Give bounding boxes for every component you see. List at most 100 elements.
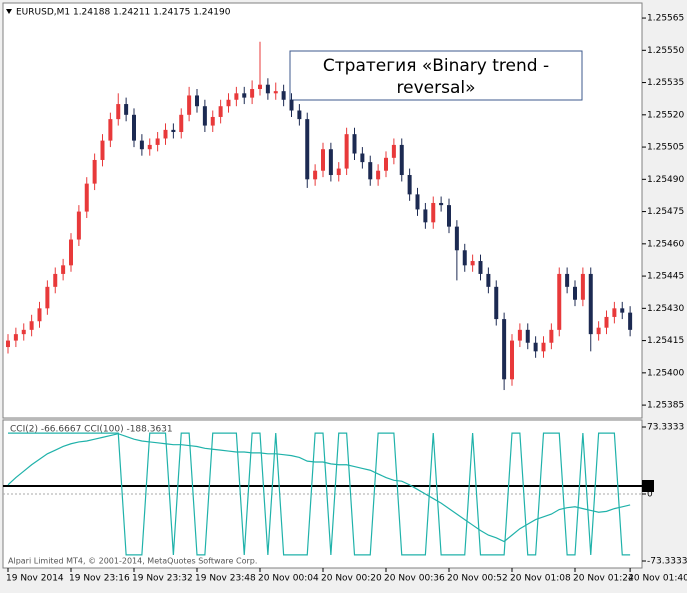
x-tick-label: 20 Nov 01:08 <box>510 574 571 584</box>
candle-body <box>155 138 160 145</box>
candle-body <box>305 119 310 180</box>
candle-body <box>6 340 10 348</box>
chart-title: EURUSD,M1 1.24188 1.24211 1.24175 1.2419… <box>16 8 231 18</box>
candle-body <box>321 149 325 171</box>
candle-body <box>187 95 192 115</box>
candle-body <box>580 273 585 300</box>
candle-body <box>258 84 262 90</box>
copyright: Alpari Limited MT4, © 2001-2014, MetaQuo… <box>8 557 257 566</box>
candle-body <box>281 91 286 100</box>
candle-body <box>242 93 247 98</box>
cci-panel <box>2 419 643 569</box>
candle-body <box>21 329 26 335</box>
candle-body <box>124 104 129 115</box>
candle-body <box>289 99 294 111</box>
symbol-arrow <box>6 9 12 14</box>
cci-line <box>8 432 631 556</box>
candle-body <box>454 226 459 251</box>
candle-body <box>431 202 436 223</box>
candle-body <box>163 129 168 139</box>
candle-body <box>328 149 333 176</box>
annotation-line: reversal» <box>397 78 476 98</box>
candle-body <box>297 110 302 120</box>
candle-body <box>620 308 625 313</box>
candle-body <box>29 321 34 330</box>
candle-body <box>525 329 530 343</box>
candle-body <box>439 202 444 206</box>
annotation-box <box>289 50 583 101</box>
candle-body <box>423 209 428 223</box>
candle-body <box>273 91 278 94</box>
candle-body <box>100 140 105 160</box>
candle-body <box>549 329 554 343</box>
candle-body <box>250 89 255 98</box>
candle-body <box>147 144 152 150</box>
candle-body <box>384 157 388 171</box>
cci-line <box>7 433 631 543</box>
candle-body <box>596 327 601 335</box>
candle-body <box>502 319 507 380</box>
candle-body <box>61 265 66 274</box>
candle-body <box>478 261 483 274</box>
candle-body <box>368 162 373 180</box>
candle-body <box>486 273 491 287</box>
candle-body <box>588 273 593 335</box>
candle-body <box>76 211 81 240</box>
candle-body <box>69 239 73 266</box>
candle-body <box>604 316 609 328</box>
candle-body <box>116 104 121 120</box>
candle-body <box>360 153 365 163</box>
candle-body <box>399 144 404 176</box>
candle-body <box>470 261 475 266</box>
x-tick-label: 19 Nov 2014 <box>6 574 64 584</box>
x-tick-label: 20 Nov 00:04 <box>258 574 319 584</box>
y-tick-label: 1.25520 <box>647 110 684 120</box>
y-tick-label: -73.3333 <box>647 556 687 566</box>
y-tick-label: 1.25415 <box>647 336 684 346</box>
y-tick-label: 1.25460 <box>647 239 684 249</box>
candle-body <box>108 119 113 141</box>
candle-body <box>352 134 357 154</box>
x-tick-label: 20 Nov 01:24 <box>573 574 634 584</box>
candle-body <box>92 159 97 184</box>
candle-body <box>565 273 570 287</box>
candle-body <box>376 170 381 180</box>
candle-body <box>573 286 577 300</box>
candle-body <box>13 334 18 341</box>
candle-body <box>179 114 184 133</box>
candle-body <box>407 175 412 195</box>
y-tick-label: 1.25400 <box>647 368 684 378</box>
candle-body <box>557 273 562 330</box>
candle-body <box>612 308 617 317</box>
candle-body <box>628 312 633 330</box>
candle-body <box>210 116 215 126</box>
candle-body <box>171 129 176 133</box>
candle-body <box>139 140 144 150</box>
candle-body <box>195 95 199 107</box>
x-tick-label: 20 Nov 00:52 <box>447 574 508 584</box>
candle-body <box>218 106 223 117</box>
level-marker <box>642 480 654 492</box>
candle-body <box>84 183 89 212</box>
y-tick-label: 1.25490 <box>647 175 684 185</box>
x-tick-label: 19 Nov 23:32 <box>132 574 193 584</box>
candle-body <box>202 106 207 126</box>
x-tick-label: 20 Nov 00:36 <box>384 574 445 584</box>
y-tick-label: 73.3333 <box>647 423 684 433</box>
candle-body <box>336 168 341 176</box>
y-tick-label: 1.25445 <box>647 272 684 282</box>
candle-body <box>510 340 514 380</box>
y-tick-label: 1.25430 <box>647 304 684 314</box>
candle-body <box>391 144 396 158</box>
x-tick-label: 20 Nov 01:40 <box>628 574 687 584</box>
candle-body <box>517 329 522 341</box>
candle-body <box>344 134 349 169</box>
y-tick-label: 1.25550 <box>647 46 684 56</box>
candle-body <box>462 250 467 266</box>
candle-body <box>447 205 451 227</box>
candle-body <box>37 308 42 322</box>
annotation-line: Стратегия «Binary trend - <box>323 56 549 76</box>
candle-body <box>226 99 231 107</box>
indicator-legend: CCI(2) -66.6667 CCI(100) -188.3631 <box>10 425 173 435</box>
